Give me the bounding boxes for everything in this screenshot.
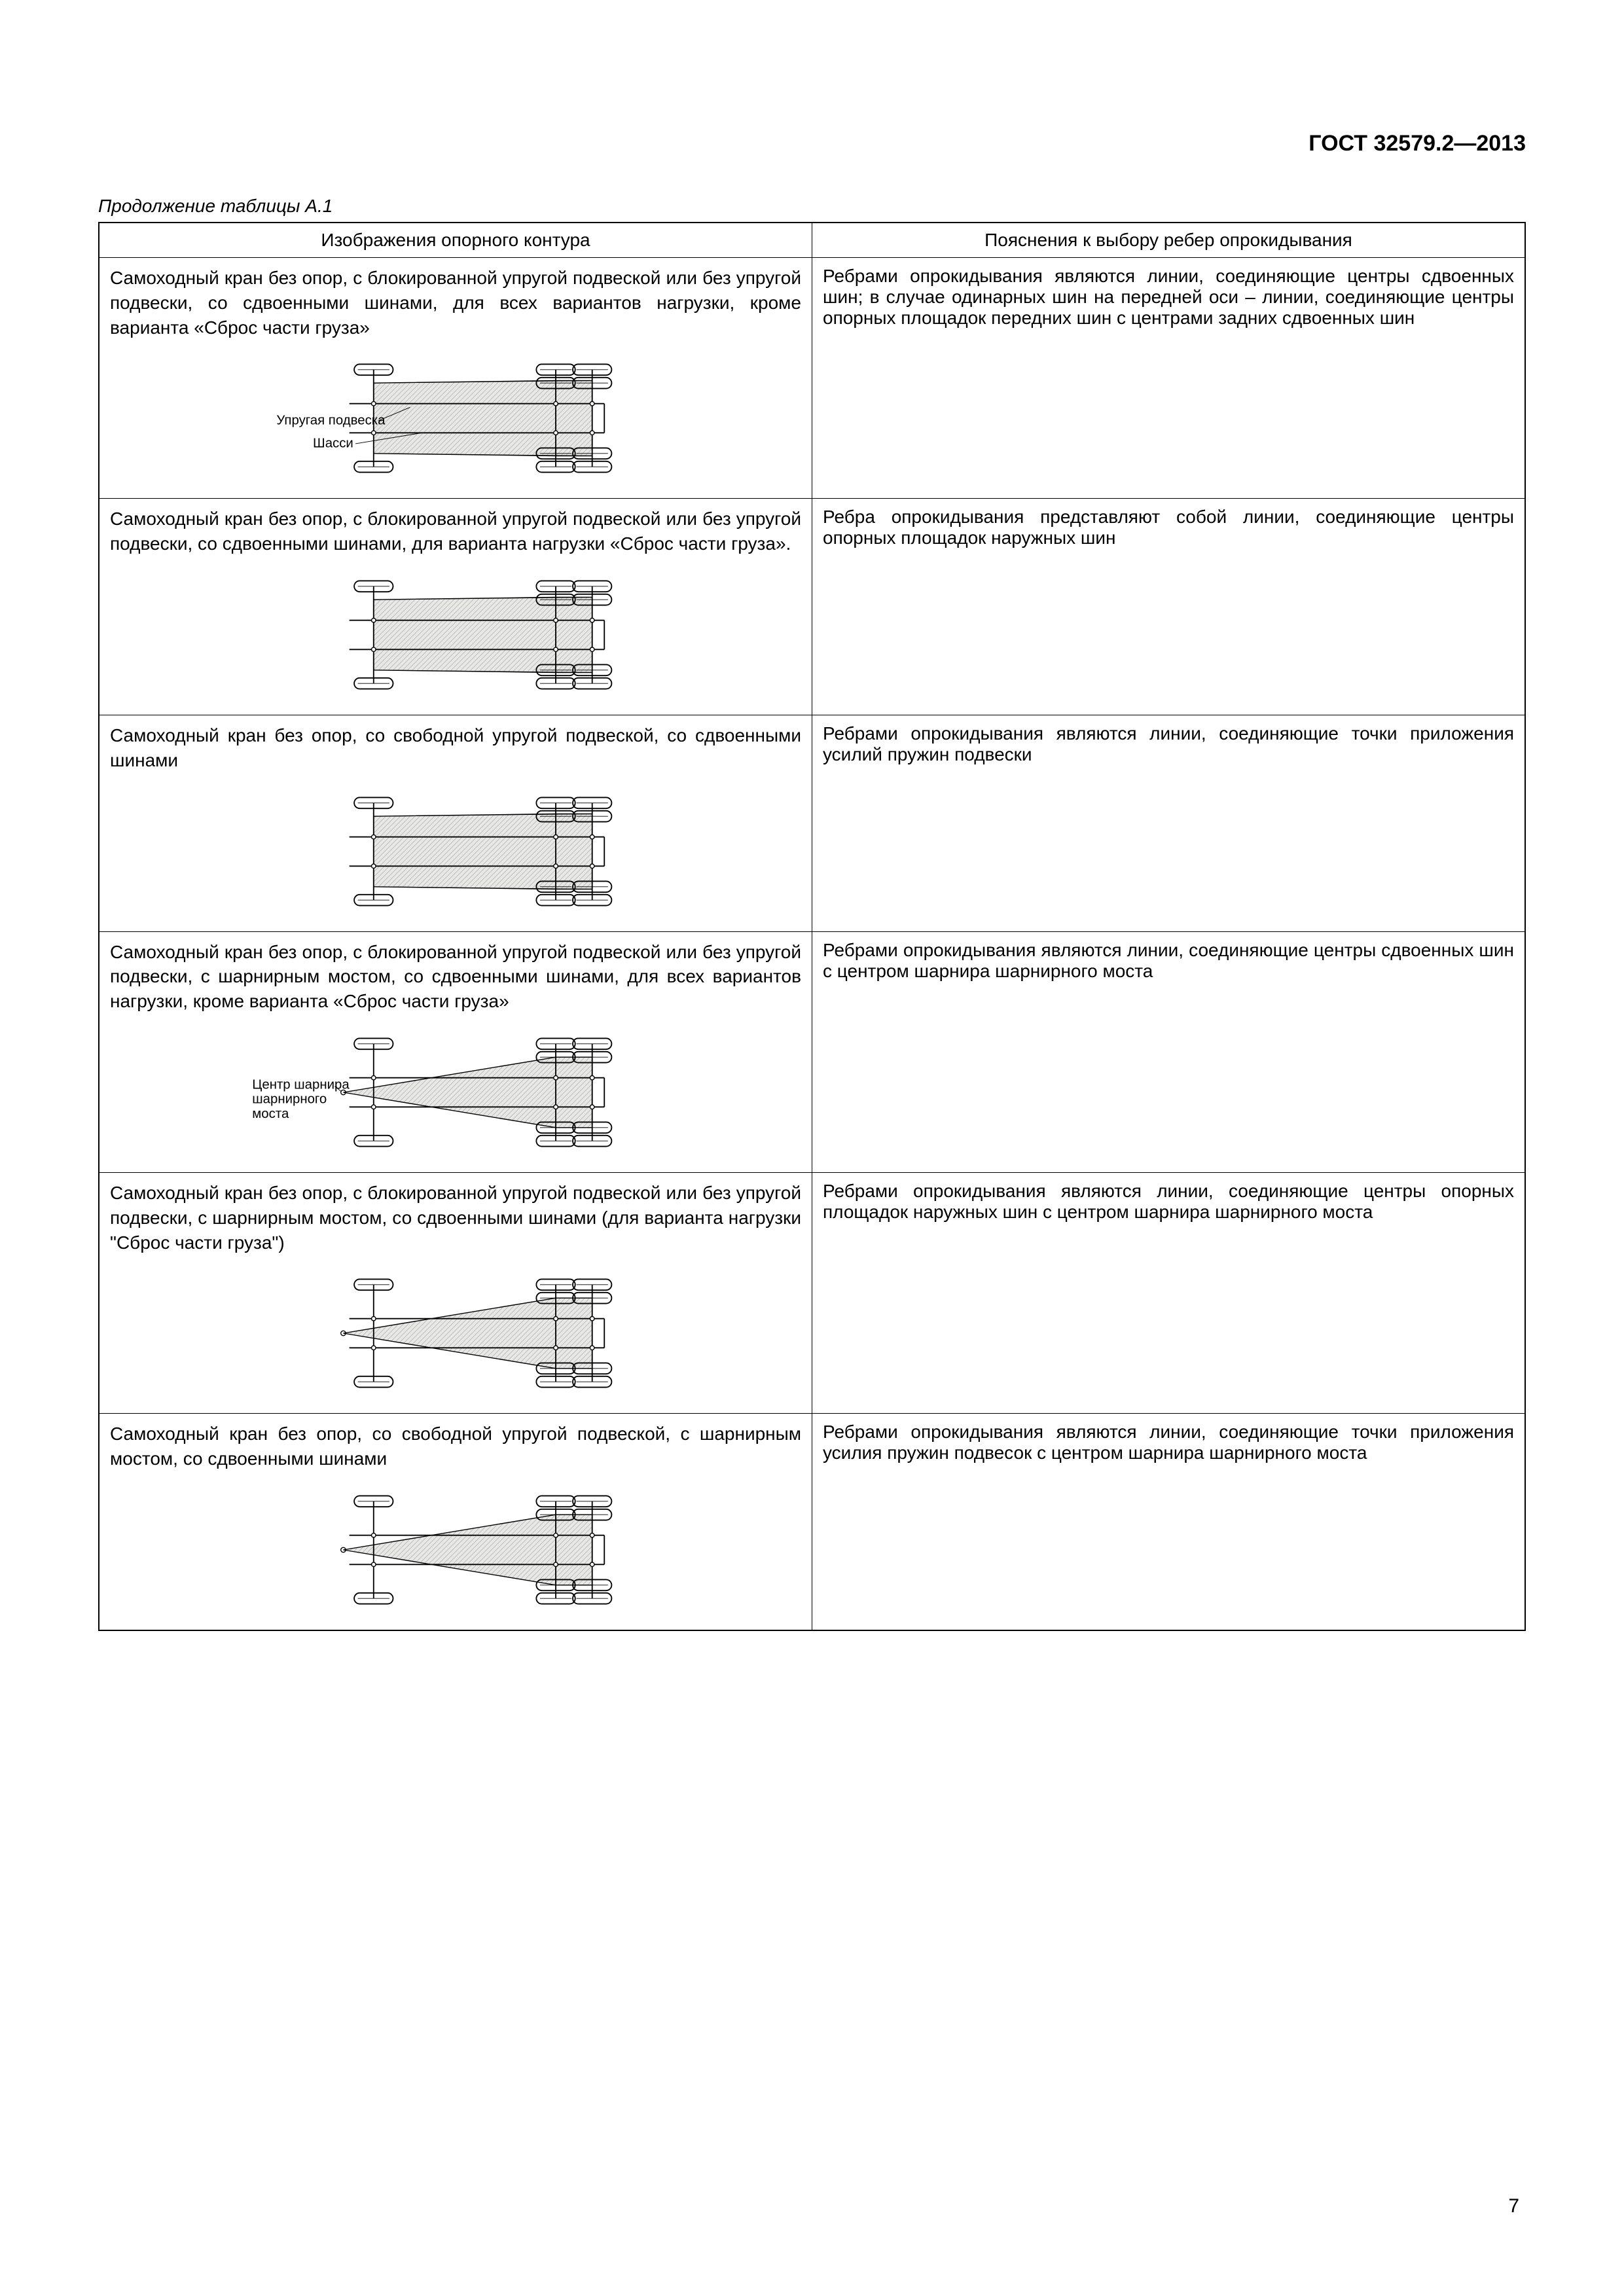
cell-diagram: Самоходный кран без опор, с блокированно…: [99, 1172, 812, 1413]
diagram-wrap: [110, 1478, 801, 1622]
table-row: Самоходный кран без опор, с блокированно…: [99, 499, 1525, 715]
crane-diagram-0: Упругая подвеска Шасси: [246, 346, 665, 490]
cell-diagram: Самоходный кран без опор, со свободной у…: [99, 1414, 812, 1630]
standard-code: ГОСТ 32579.2—2013: [98, 131, 1526, 156]
crane-diagram-3: Центр шарнирашарнирногомоста: [246, 1020, 665, 1164]
table-row: Самоходный кран без опор, с блокированно…: [99, 258, 1525, 499]
svg-text:моста: моста: [252, 1107, 289, 1121]
diagram-wrap: [110, 563, 801, 707]
table-header-row: Изображения опорного контура Пояснения к…: [99, 223, 1525, 258]
cell-diagram: Самоходный кран без опор, с блокированно…: [99, 931, 812, 1172]
row-description: Самоходный кран без опор, с блокированно…: [110, 1181, 801, 1255]
row-description: Самоходный кран без опор, со свободной у…: [110, 723, 801, 773]
cell-diagram: Самоходный кран без опор, с блокированно…: [99, 258, 812, 499]
svg-text:Центр шарнира: Центр шарнира: [252, 1077, 350, 1092]
svg-text:Упругая подвеска: Упругая подвеска: [276, 414, 386, 428]
diagram-wrap: Центр шарнирашарнирногомоста: [110, 1020, 801, 1164]
col-header-right: Пояснения к выбору ребер опрокидывания: [812, 223, 1526, 258]
cell-explanation: Ребра опрокидывания представляют собой л…: [812, 499, 1526, 715]
table-row: Самоходный кран без опор, с блокированно…: [99, 1172, 1525, 1413]
row-description: Самоходный кран без опор, с блокированно…: [110, 507, 801, 556]
crane-diagram-2: [246, 780, 665, 924]
row-description: Самоходный кран без опор, с блокированно…: [110, 266, 801, 340]
table-caption: Продолжение таблицы А.1: [98, 196, 1526, 217]
table-row: Самоходный кран без опор, со свободной у…: [99, 715, 1525, 931]
cell-explanation: Ребрами опрокидывания являются линии, со…: [812, 258, 1526, 499]
col-header-left: Изображения опорного контура: [99, 223, 812, 258]
crane-diagram-1: [246, 563, 665, 707]
cell-diagram: Самоходный кран без опор, с блокированно…: [99, 499, 812, 715]
main-table: Изображения опорного контура Пояснения к…: [98, 222, 1526, 1631]
page-number: 7: [1508, 2195, 1519, 2217]
row-description: Самоходный кран без опор, с блокированно…: [110, 940, 801, 1014]
table-row: Самоходный кран без опор, со свободной у…: [99, 1414, 1525, 1630]
cell-diagram: Самоходный кран без опор, со свободной у…: [99, 715, 812, 931]
cell-explanation: Ребрами опрокидывания являются линии, со…: [812, 931, 1526, 1172]
crane-diagram-4: [246, 1261, 665, 1405]
cell-explanation: Ребрами опрокидывания являются линии, со…: [812, 715, 1526, 931]
table-row: Самоходный кран без опор, с блокированно…: [99, 931, 1525, 1172]
diagram-wrap: [110, 1261, 801, 1405]
crane-diagram-5: [246, 1478, 665, 1622]
row-description: Самоходный кран без опор, со свободной у…: [110, 1422, 801, 1471]
diagram-wrap: Упругая подвеска Шасси: [110, 346, 801, 490]
diagram-wrap: [110, 780, 801, 924]
svg-text:шарнирного: шарнирного: [252, 1092, 327, 1107]
cell-explanation: Ребрами опрокидывания являются линии, со…: [812, 1172, 1526, 1413]
svg-text:Шасси: Шасси: [313, 437, 353, 451]
cell-explanation: Ребрами опрокидывания являются линии, со…: [812, 1414, 1526, 1630]
